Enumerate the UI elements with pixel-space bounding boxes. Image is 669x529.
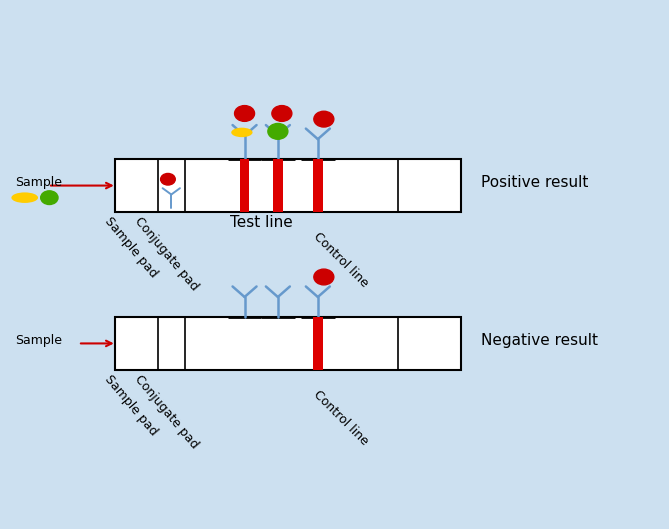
- Circle shape: [272, 106, 292, 121]
- Circle shape: [314, 111, 334, 127]
- Text: Conjugate pad: Conjugate pad: [132, 372, 201, 451]
- Text: Control line: Control line: [311, 230, 371, 290]
- Bar: [114, 159, 461, 212]
- Bar: [240, 159, 250, 212]
- Text: Positive result: Positive result: [481, 176, 589, 190]
- Circle shape: [161, 174, 175, 185]
- Text: Control line: Control line: [311, 388, 371, 448]
- Bar: [313, 159, 322, 212]
- Text: Test line: Test line: [230, 214, 292, 230]
- Circle shape: [41, 191, 58, 205]
- Text: Sample: Sample: [15, 177, 62, 189]
- Text: Sample pad: Sample pad: [102, 214, 161, 280]
- Circle shape: [235, 106, 254, 121]
- Circle shape: [314, 269, 334, 285]
- Ellipse shape: [231, 127, 253, 137]
- Circle shape: [268, 123, 288, 139]
- Text: Sample pad: Sample pad: [102, 372, 161, 438]
- Text: Conjugate pad: Conjugate pad: [132, 214, 201, 293]
- Text: Sample: Sample: [15, 334, 62, 348]
- Text: Negative result: Negative result: [481, 333, 598, 348]
- Bar: [114, 317, 461, 370]
- Bar: [273, 159, 282, 212]
- Ellipse shape: [11, 193, 38, 203]
- Bar: [313, 317, 322, 370]
